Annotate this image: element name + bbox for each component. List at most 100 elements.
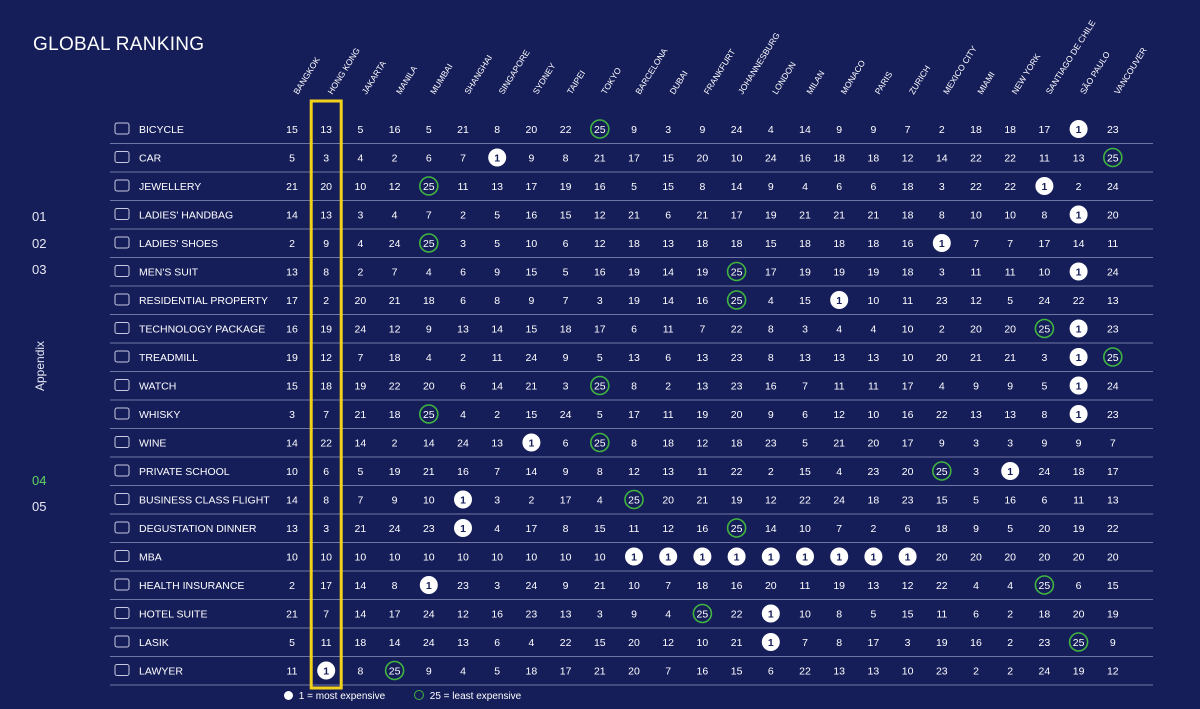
table-cell: 20 xyxy=(628,637,640,649)
table-cell: 9 xyxy=(426,666,432,678)
table-cell: 13 xyxy=(1107,495,1119,507)
row-label: CAR xyxy=(139,153,162,165)
table-cell: 13 xyxy=(286,523,298,535)
table-cell: 7 xyxy=(905,124,911,136)
table-cell: 1 xyxy=(1076,352,1082,364)
table-cell: 8 xyxy=(597,466,603,478)
table-cell: 1 xyxy=(460,523,466,535)
table-cell: 8 xyxy=(836,609,842,621)
table-cell: 12 xyxy=(320,352,332,364)
table-cell: 11 xyxy=(321,637,332,649)
table-cell: 19 xyxy=(833,580,845,592)
table-cell: 14 xyxy=(662,295,674,307)
table-cell: 6 xyxy=(802,409,808,421)
table-cell: 2 xyxy=(357,267,363,279)
table-cell: 9 xyxy=(563,352,569,364)
table-cell: 7 xyxy=(323,609,329,621)
table-cell: 20 xyxy=(970,552,982,564)
table-cell: 2 xyxy=(460,210,466,222)
table-cell: 11 xyxy=(1107,238,1118,250)
table-cell: 12 xyxy=(1107,666,1119,678)
table-cell: 18 xyxy=(731,238,743,250)
table-cell: 22 xyxy=(799,666,811,678)
table-cell: 15 xyxy=(799,466,811,478)
table-cell: 5 xyxy=(597,352,603,364)
table-cell: 7 xyxy=(802,637,808,649)
table-cell: 4 xyxy=(357,153,363,165)
table-cell: 23 xyxy=(765,438,777,450)
table-cell: 4 xyxy=(836,324,842,336)
table-cell: 1 xyxy=(768,609,774,621)
nav-section-04[interactable]: 04 xyxy=(32,473,46,488)
table-cell: 10 xyxy=(1039,267,1051,279)
table-cell: 22 xyxy=(1004,153,1016,165)
table-cell: 11 xyxy=(1039,153,1050,165)
table-cell: 18 xyxy=(970,124,982,136)
table-cell: 21 xyxy=(697,495,709,507)
rank-1-marker xyxy=(625,547,643,566)
table-cell: 12 xyxy=(662,637,674,649)
column-header: MANILA xyxy=(394,64,419,96)
table-cell: 13 xyxy=(868,666,880,678)
rank-1-marker xyxy=(419,576,438,594)
table-cell: 7 xyxy=(494,466,500,478)
table-cell: 6 xyxy=(631,324,637,336)
legend: 1 = most expensive 25 = least expensive xyxy=(284,690,521,702)
table-cell: 24 xyxy=(389,523,401,535)
table-cell: 18 xyxy=(868,153,880,165)
table-cell: 17 xyxy=(902,438,914,450)
nav-section-03[interactable]: 03 xyxy=(32,262,46,277)
table-cell: 18 xyxy=(320,381,332,393)
table-cell: 22 xyxy=(389,381,401,393)
table-cell: 21 xyxy=(594,153,606,165)
table-cell: 11 xyxy=(458,181,469,193)
table-cell: 19 xyxy=(320,324,332,336)
table-cell: 7 xyxy=(836,523,842,535)
table-cell: 1 xyxy=(1076,210,1082,222)
table-cell: 21 xyxy=(594,666,606,678)
table-cell: 4 xyxy=(528,637,534,649)
rank-1-marker xyxy=(488,148,507,167)
nav-section-02[interactable]: 02 xyxy=(32,236,46,251)
table-cell: 18 xyxy=(526,666,538,678)
table-cell: 16 xyxy=(1004,495,1016,507)
table-cell: 4 xyxy=(392,210,398,222)
row-label: BICYCLE xyxy=(139,124,184,136)
whisky-icon xyxy=(114,407,130,420)
table-cell: 14 xyxy=(1073,238,1085,250)
table-cell: 20 xyxy=(662,495,674,507)
table-cell: 25 xyxy=(594,381,606,393)
table-cell: 5 xyxy=(494,210,500,222)
table-cell: 23 xyxy=(1039,637,1051,649)
table-cell: 4 xyxy=(426,267,432,279)
table-cell: 20 xyxy=(970,324,982,336)
table-cell: 18 xyxy=(936,523,948,535)
table-cell: 11 xyxy=(800,580,811,592)
table-cell: 10 xyxy=(355,552,367,564)
table-cell: 24 xyxy=(731,124,743,136)
table-cell: 25 xyxy=(594,124,606,136)
rank-1-marker xyxy=(1069,348,1088,366)
table-cell: 7 xyxy=(973,238,979,250)
table-cell: 21 xyxy=(799,210,811,222)
table-cell: 15 xyxy=(526,267,538,279)
nav-section-01[interactable]: 01 xyxy=(32,209,46,224)
table-cell: 13 xyxy=(628,352,640,364)
table-cell: 14 xyxy=(355,609,367,621)
table-cell: 3 xyxy=(357,210,363,222)
table-cell: 14 xyxy=(799,124,811,136)
table-cell: 1 xyxy=(870,552,876,564)
table-cell: 14 xyxy=(286,438,298,450)
heart-pulse-icon xyxy=(114,578,130,591)
table-cell: 25 xyxy=(594,438,606,450)
nav-section-05[interactable]: 05 xyxy=(32,499,46,514)
table-cell: 20 xyxy=(1039,523,1051,535)
table-cell: 9 xyxy=(699,124,705,136)
table-cell: 23 xyxy=(423,523,435,535)
row-label: TECHNOLOGY PACKAGE xyxy=(139,324,265,336)
table-cell: 6 xyxy=(563,238,569,250)
table-cell: 16 xyxy=(457,466,469,478)
building-icon xyxy=(114,293,130,306)
table-cell: 24 xyxy=(355,324,367,336)
column-header: MUMBAI xyxy=(428,62,454,96)
